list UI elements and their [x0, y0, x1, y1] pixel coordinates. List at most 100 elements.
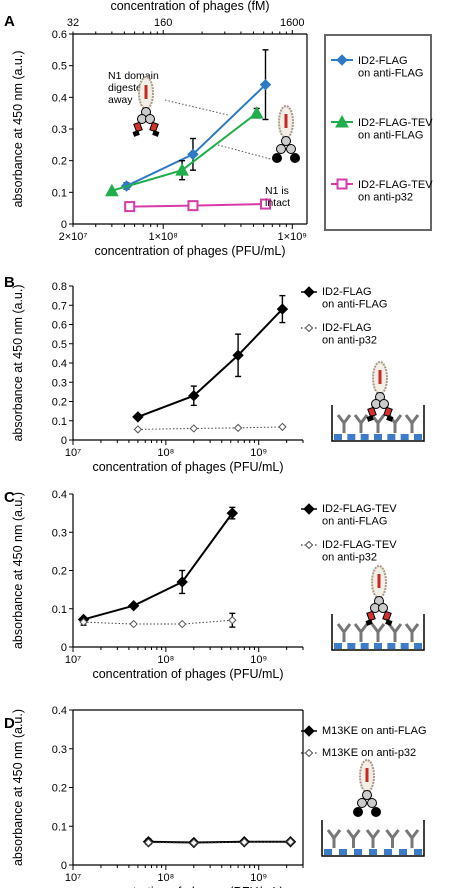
x-tick-label: 10⁸ — [157, 654, 174, 666]
panel-label: C — [4, 489, 15, 506]
y-tick-label: 0.2 — [52, 566, 67, 578]
y-axis-label: absorbance at 450 nm (a.u.) — [11, 492, 25, 649]
y-tick-label: 0.6 — [52, 320, 67, 332]
phage-node — [286, 144, 296, 154]
phage-n1 — [290, 153, 300, 163]
x-tick-label: 10⁷ — [65, 447, 81, 459]
series-line — [148, 841, 291, 844]
legend-box — [324, 34, 432, 231]
well-blocker — [360, 643, 369, 649]
legend-marker — [304, 540, 314, 550]
y-tick-label: 0.7 — [52, 300, 67, 312]
series-line — [137, 308, 284, 418]
legend-label-line: on anti-FLAG — [322, 516, 387, 528]
x-tick-label: 1×10⁹ — [278, 231, 308, 243]
data-point — [249, 106, 264, 119]
x-tick-label: 10⁷ — [65, 872, 81, 884]
series-line — [83, 512, 234, 621]
well-blocker — [374, 643, 382, 649]
y-tick-label: 0 — [61, 642, 67, 654]
phage-node — [379, 399, 389, 409]
legend-label-line: ID2-FLAG-TEV — [358, 117, 433, 129]
panel-b: B 0 0.1 0.2 0.3 0.4 0.5 0.6 0.7 0.8 10⁷ 10⁸ 10⁹conce… — [4, 274, 387, 474]
y-tick-label: 0.4 — [52, 358, 67, 370]
series-3 — [124, 198, 271, 213]
legend-marker — [303, 725, 315, 737]
well-blocker — [347, 434, 356, 440]
antibody-icon — [370, 414, 386, 433]
phage-core — [378, 370, 382, 384]
legend-label-line: ID2-FLAG-TEV — [358, 179, 433, 191]
annotation-intact-line: intact — [265, 197, 290, 209]
data-point — [228, 616, 237, 625]
phage-tip — [367, 406, 377, 418]
antibody-icon — [404, 414, 420, 433]
legend-label-line: on anti-p32 — [322, 552, 377, 564]
data-point — [127, 599, 140, 612]
series-1 — [132, 294, 289, 423]
phage-core — [144, 85, 148, 99]
phage-tip — [133, 121, 143, 133]
y-tick-label: 0.2 — [52, 783, 67, 795]
panel-label: D — [4, 715, 15, 732]
legend-marker — [303, 286, 315, 298]
well-blocker — [414, 849, 422, 855]
phage-tip — [385, 619, 393, 626]
data-point — [79, 617, 88, 627]
antibody-icon — [385, 829, 400, 848]
antibody-icon — [365, 829, 381, 848]
legend-label-line: on anti-p32 — [358, 192, 413, 204]
data-point — [276, 303, 289, 315]
x2-tick-label: 1600 — [280, 17, 304, 29]
series-2 — [144, 837, 295, 848]
well-blocker — [384, 849, 392, 855]
phage-illustration — [365, 565, 393, 626]
well-blocker — [387, 643, 396, 649]
annotation-digested-line: N1 domain — [108, 70, 159, 82]
phage-tip — [366, 610, 376, 622]
y-tick-label: 0.5 — [52, 61, 67, 73]
series-1 — [77, 506, 239, 626]
phage-node — [362, 790, 372, 800]
phage-tip — [386, 415, 394, 422]
legend-label-line: on anti-FLAG — [322, 299, 387, 311]
legend-label-line: ID2-FLAG-TEV — [322, 503, 397, 515]
data-point — [132, 411, 144, 423]
y-tick-label: 0.4 — [52, 705, 67, 717]
legend-marker — [304, 748, 314, 758]
legend-label-line: ID2-FLAG — [358, 55, 408, 67]
phage-illustration — [366, 361, 394, 422]
y-axis-label: absorbance at 450 nm (a.u.) — [11, 284, 25, 441]
data-point — [240, 837, 249, 847]
well-blocker — [414, 434, 422, 440]
legend-label-line: ID2-FLAG-TEV — [322, 539, 397, 551]
well-blocker — [339, 849, 347, 855]
x-tick-label: 10⁸ — [157, 872, 174, 884]
well-blocker — [354, 849, 362, 855]
annotation-leader — [164, 99, 229, 116]
well-blocker — [414, 643, 422, 649]
y-tick-label: 0.2 — [52, 397, 67, 409]
well-blocker — [360, 434, 369, 440]
y-tick-label: 0.1 — [52, 604, 67, 616]
phage-illustration — [353, 759, 381, 817]
well-blocker — [347, 643, 356, 649]
phage-n1 — [272, 153, 282, 163]
y-tick-label: 0.3 — [52, 527, 67, 539]
x-tick-label: 1×10⁸ — [149, 231, 178, 243]
well-outline — [321, 820, 425, 857]
legend-label-line: ID2-FLAG — [322, 322, 372, 334]
elisa-well — [321, 820, 425, 857]
legend-marker — [303, 503, 315, 515]
phage-tip — [132, 130, 140, 137]
y-axis-label: absorbance at 450 nm (a.u.) — [11, 50, 25, 207]
x-axis-label: concentration of phages (PFU/mL) — [94, 244, 285, 258]
y-tick-label: 0.4 — [52, 489, 67, 501]
well-blocker — [399, 849, 407, 855]
series-1 — [120, 49, 272, 192]
elisa-well — [331, 405, 425, 442]
x-axis-label: concentration of phages (PFU/mL) — [92, 667, 283, 681]
x-axis-label: concentration of phages (PFU/mL) — [92, 885, 283, 888]
